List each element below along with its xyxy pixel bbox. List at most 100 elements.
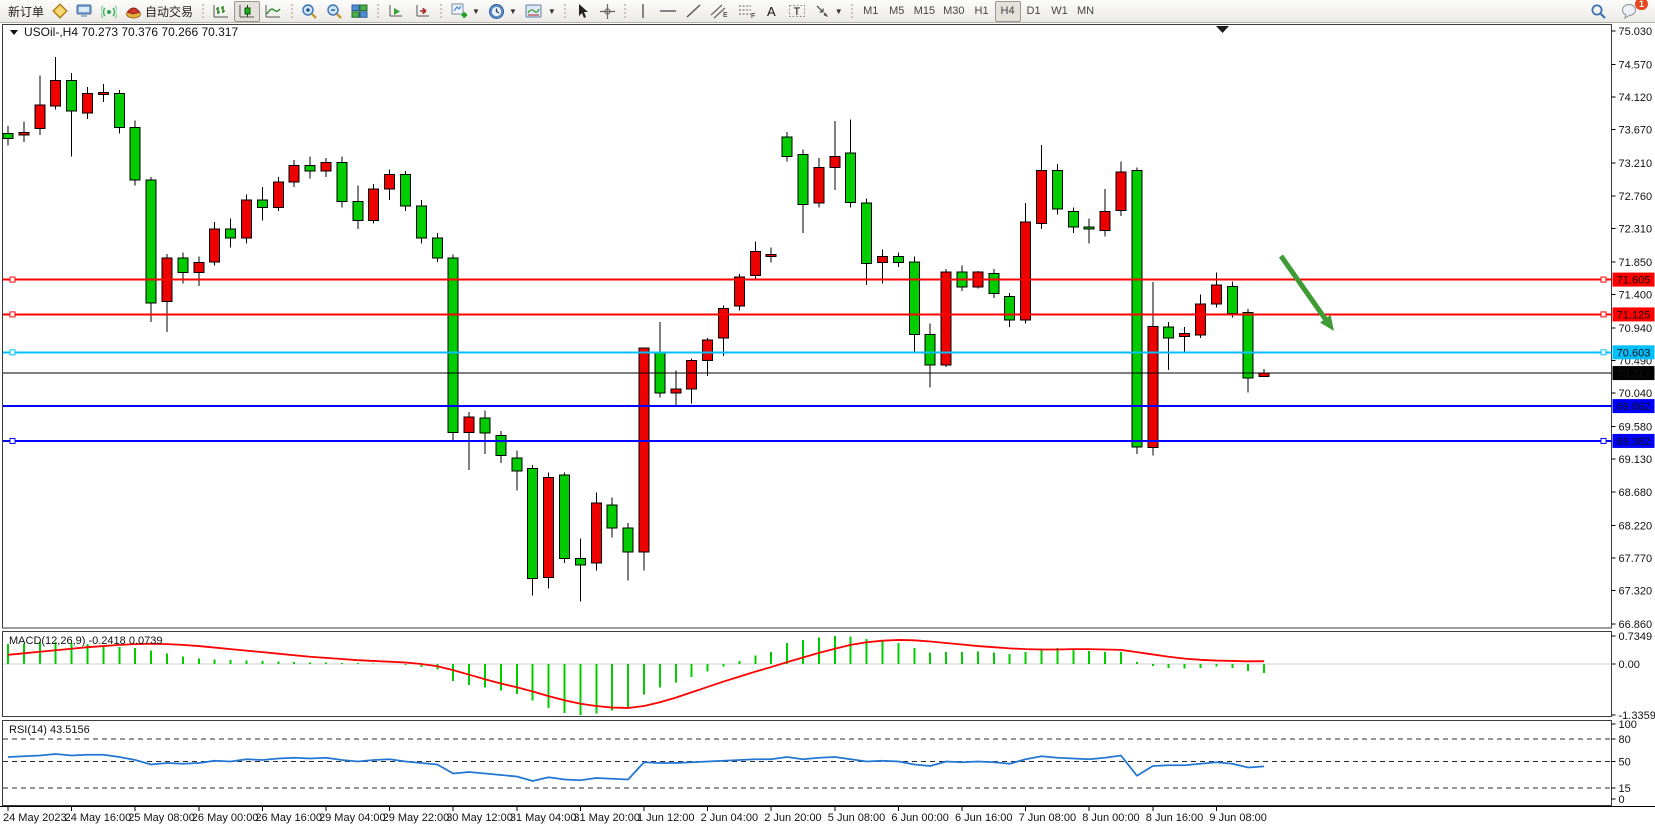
toolbar-separator — [374, 2, 382, 20]
bear-candle-body — [1051, 169, 1063, 210]
bar-chart-button[interactable] — [208, 1, 234, 22]
autotrading-button[interactable]: 自动交易 — [121, 1, 197, 22]
bear-candle-body — [113, 92, 125, 129]
time-tick-label: 26 May 16:00 — [255, 812, 322, 824]
timeframe-M1[interactable]: M1 — [863, 5, 879, 17]
cursor-tool-button[interactable] — [571, 1, 595, 22]
line-handle[interactable] — [1600, 437, 1607, 444]
line-handle[interactable] — [9, 311, 16, 318]
candle — [50, 57, 62, 110]
timeframe-M15[interactable]: M15 — [913, 5, 936, 17]
timeframe-MN[interactable]: MN — [1076, 5, 1095, 17]
candle — [97, 83, 109, 103]
bull-candle-body — [686, 360, 698, 390]
text-tool[interactable]: A — [760, 1, 784, 22]
candle — [527, 465, 539, 596]
bull-candle-body — [368, 188, 380, 221]
trend-arrow-annotation[interactable] — [1278, 254, 1334, 331]
timeframe-W1[interactable]: W1 — [1051, 5, 1068, 17]
crosshair-tool-button[interactable] — [595, 1, 620, 22]
svg-text:F: F — [751, 13, 755, 19]
terminal-icon[interactable] — [72, 1, 97, 22]
candle — [1115, 161, 1127, 217]
horizontal-line-71.125[interactable]: 71.125 — [3, 307, 1655, 322]
line-chart-button[interactable] — [260, 1, 286, 22]
gold-package-icon[interactable] — [48, 1, 72, 22]
chat-button[interactable]: 1 — [1617, 0, 1648, 22]
candle — [638, 347, 650, 571]
chart-shift-button[interactable] — [409, 1, 435, 22]
channel-icon: E — [710, 4, 728, 19]
horizontal-line-71.605[interactable]: 71.605 — [3, 272, 1655, 287]
timeframe-H1[interactable]: H1 — [974, 5, 989, 17]
templates-icon — [525, 4, 542, 18]
bull-candle-body — [1036, 169, 1047, 224]
candle — [940, 269, 952, 368]
line-handle[interactable] — [9, 349, 16, 356]
line-handle[interactable] — [1600, 276, 1607, 283]
channel-tool[interactable]: E — [706, 1, 733, 22]
line-handle[interactable] — [1600, 349, 1607, 356]
time-tick-label: 24 May 2023 — [3, 812, 67, 824]
candlestick-chart-button[interactable] — [234, 0, 261, 22]
horizontal-line-70.603[interactable]: 70.603 — [3, 345, 1655, 360]
horizontal-line-69.382[interactable]: 69.382 — [3, 433, 1655, 448]
zoom-out-button[interactable] — [322, 1, 347, 22]
bull-candle-body — [749, 251, 761, 277]
horizontal-line-tool[interactable] — [655, 1, 681, 22]
indicators-button[interactable]: ▼ — [446, 1, 484, 22]
horizontal-line-70.317[interactable]: 70.317 — [3, 366, 1655, 381]
timeframe-D1[interactable]: D1 — [1026, 5, 1041, 17]
axis-price-flag — [1612, 307, 1655, 322]
periods-button[interactable]: ▼ — [484, 1, 521, 22]
timeframe-group: M1 M5 M15 M30 H1 H4 D1 W1 MN — [858, 0, 1099, 22]
bull-candle-body — [638, 347, 650, 553]
zoom-in-button[interactable] — [297, 1, 322, 22]
horizontal-line-icon — [659, 10, 676, 12]
candle — [288, 160, 300, 188]
bull-candle-body — [813, 166, 825, 204]
trendline-tool[interactable] — [681, 1, 706, 22]
zoom-in-icon — [302, 3, 317, 19]
bear-candle-body — [1067, 211, 1079, 228]
line-handle[interactable] — [9, 276, 16, 283]
arrows-icon — [816, 5, 828, 17]
arrows-tool[interactable]: ▼ — [810, 1, 847, 22]
bear-candle-body — [336, 161, 348, 203]
search-button[interactable] — [1586, 1, 1611, 22]
macd-label: MACD(12,26,9) -0.2418 0.0739 — [9, 635, 162, 647]
axis-price-flag — [1612, 272, 1655, 287]
bull-candle-body — [590, 502, 602, 564]
bear-candle-body — [145, 179, 157, 304]
svg-text:T: T — [793, 6, 800, 18]
timeframe-H4[interactable]: H4 — [994, 0, 1021, 22]
toolbar-separator — [288, 2, 296, 20]
candle — [1083, 218, 1095, 244]
templates-button[interactable]: ▼ — [521, 1, 560, 22]
candlestick-series — [2, 57, 1270, 602]
new-order-button[interactable]: 新订单 — [4, 1, 48, 22]
timeframe-M5[interactable]: M5 — [889, 5, 905, 17]
time-tick-label: 29 May 22:00 — [383, 812, 450, 824]
vertical-line-tool[interactable] — [631, 1, 655, 22]
text-label-tool[interactable]: T — [784, 1, 810, 22]
line-handle[interactable] — [1600, 311, 1607, 318]
candle — [384, 169, 396, 201]
tile-windows-button[interactable] — [347, 1, 372, 22]
signal-icon[interactable] — [97, 1, 121, 22]
candle — [686, 358, 698, 404]
bull-candle-body — [718, 307, 729, 339]
auto-scroll-icon — [389, 5, 403, 17]
bear-candle-body — [781, 136, 793, 158]
auto-scroll-button[interactable] — [383, 1, 409, 22]
timeframe-M30[interactable]: M30 — [943, 5, 965, 17]
chart-shift-marker[interactable] — [1216, 26, 1229, 33]
bear-candle-body — [1131, 169, 1143, 448]
macd-signal-line — [7, 639, 1265, 709]
chart-menu-triangle-icon[interactable] — [10, 30, 18, 35]
bear-candle-body — [606, 504, 618, 529]
horizontal-line-69.862[interactable]: 69.862 — [3, 399, 1655, 414]
fibonacci-tool[interactable]: F — [733, 1, 760, 22]
line-handle[interactable] — [9, 437, 16, 444]
